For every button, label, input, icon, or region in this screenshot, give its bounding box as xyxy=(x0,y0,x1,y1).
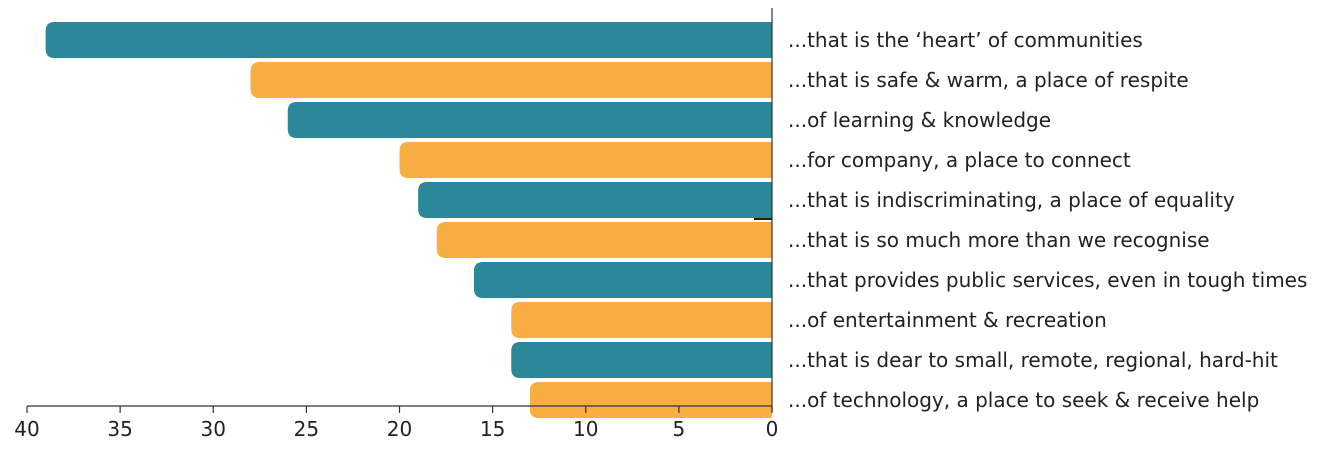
bar xyxy=(511,302,772,338)
bar xyxy=(436,222,772,258)
category-label: ...that is dear to small, remote, region… xyxy=(788,348,1278,372)
category-label: ...that provides public services, even i… xyxy=(788,268,1307,292)
category-label: ...for company, a place to connect xyxy=(788,148,1131,172)
x-tick-label: 20 xyxy=(387,417,412,441)
bar xyxy=(418,182,772,218)
category-label: ...of entertainment & recreation xyxy=(788,308,1107,332)
x-tick-label: 10 xyxy=(573,417,598,441)
category-label: ...of technology, a place to seek & rece… xyxy=(788,388,1259,412)
x-tick-label: 25 xyxy=(294,417,319,441)
x-tick-label: 5 xyxy=(673,417,686,441)
category-label: ...of learning & knowledge xyxy=(788,108,1051,132)
bar xyxy=(287,102,772,138)
x-tick-label: 30 xyxy=(201,417,226,441)
category-label: ...that is so much more than we recognis… xyxy=(788,228,1210,252)
category-label: ...that is indiscriminating, a place of … xyxy=(788,188,1235,212)
bar xyxy=(250,62,772,98)
bar xyxy=(529,382,772,418)
category-label: ...that is safe & warm, a place of respi… xyxy=(788,68,1189,92)
x-tick-label: 15 xyxy=(480,417,505,441)
x-tick-label: 40 xyxy=(14,417,39,441)
category-label: ...that is the ‘heart’ of communities xyxy=(788,28,1143,52)
bar xyxy=(45,22,772,58)
bar xyxy=(511,342,772,378)
x-tick-label: 0 xyxy=(766,417,779,441)
x-tick-label: 35 xyxy=(107,417,132,441)
bar xyxy=(474,262,772,298)
bar xyxy=(399,142,772,178)
